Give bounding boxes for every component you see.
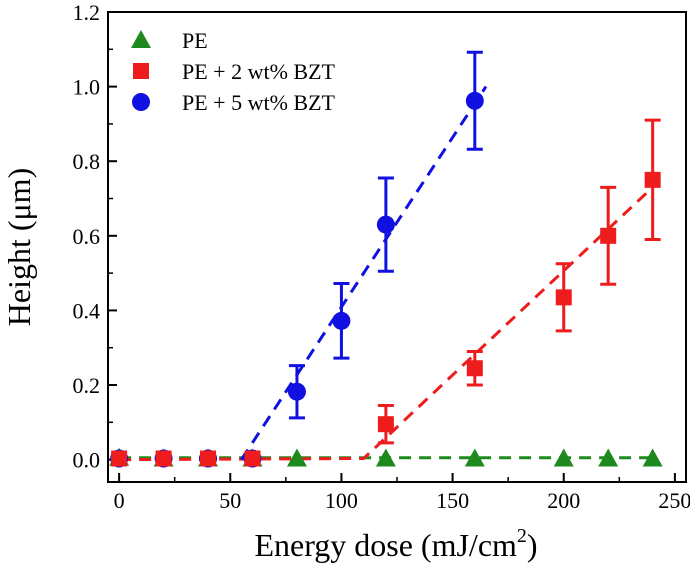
data-point-square: [644, 171, 661, 188]
x-axis-title-suffix: ): [527, 527, 538, 563]
legend-marker-triangle: [131, 30, 151, 48]
data-point-square: [600, 227, 617, 244]
fit-line: [240, 85, 488, 461]
data-point-circle: [376, 215, 395, 234]
y-tick-label: 1.0: [73, 75, 101, 100]
data-point-triangle: [553, 448, 574, 467]
data-point-square: [555, 289, 572, 306]
x-tick-label: 100: [325, 488, 358, 513]
data-point-triangle: [375, 448, 396, 467]
legend: PE PE + 2 wt% BZT PE + 5 wt% BZT: [131, 28, 336, 115]
y-tick-label: 0.0: [73, 448, 101, 473]
data-point-square: [155, 450, 172, 467]
data-point-square: [244, 450, 261, 467]
legend-marker-square: [133, 63, 149, 79]
error-bars: [288, 50, 661, 445]
data-point-circle: [332, 311, 351, 330]
legend-label: PE: [182, 28, 208, 53]
y-tick-label: 1.2: [73, 0, 101, 25]
y-axis-title: Height (μm): [1, 168, 37, 326]
legend-marker-circle: [132, 93, 150, 111]
data-point-square: [377, 416, 394, 433]
data-point-square: [466, 360, 483, 377]
x-axis-title: Energy dose (mJ/cm2): [254, 525, 537, 563]
x-axis-title-main: Energy dose (mJ/cm: [254, 527, 517, 563]
x-tick-label: 250: [658, 488, 690, 513]
y-tick-label: 0.8: [73, 149, 101, 174]
data-markers: [109, 91, 663, 468]
fit-lines: [119, 85, 654, 462]
x-axis-title-superscript: 2: [517, 525, 527, 547]
x-tick-label: 150: [436, 488, 469, 513]
axis-ticks: 0 50 100 150 200 250 0.0 0.2 0.4 0.6 0.8 1.0 1.2: [73, 0, 690, 513]
data-point-square: [111, 450, 128, 467]
legend-label: PE + 2 wt% BZT: [182, 59, 336, 84]
data-point-triangle: [598, 448, 619, 467]
data-point-square: [200, 450, 217, 467]
data-point-circle: [465, 91, 484, 110]
legend-label: PE + 5 wt% BZT: [182, 90, 336, 115]
y-tick-label: 0.6: [73, 224, 101, 249]
y-tick-label: 0.4: [73, 298, 101, 323]
data-point-triangle: [286, 448, 307, 467]
data-point-triangle: [464, 448, 485, 467]
y-tick-label: 0.2: [73, 373, 101, 398]
x-tick-label: 0: [114, 488, 125, 513]
x-tick-label: 50: [219, 488, 241, 513]
x-tick-label: 200: [547, 488, 580, 513]
data-point-triangle: [642, 448, 663, 467]
data-point-circle: [287, 382, 306, 401]
